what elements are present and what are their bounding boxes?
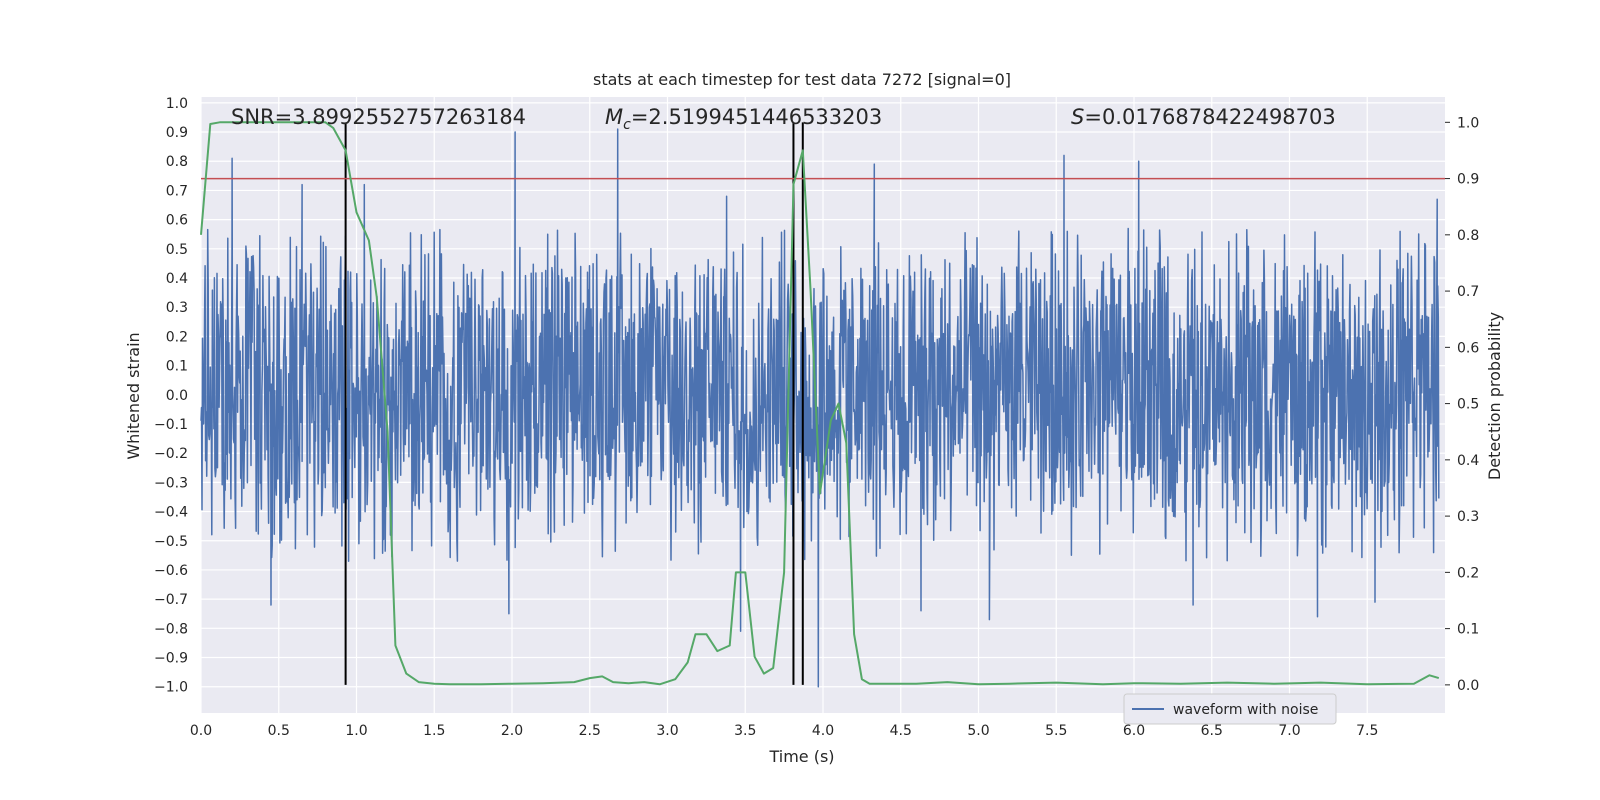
y-right-tick-label: 0.0 — [1457, 678, 1479, 694]
x-tick-label: 0.5 — [268, 723, 290, 739]
y-left-tick-label: −0.7 — [154, 592, 188, 608]
y-right-ticks: 1.0 0.9 0.8 0.7 0.6 0.5 0.4 0.3 0.2 0.1 0.0 — [1445, 115, 1479, 694]
probability-series — [200, 121, 1440, 686]
x-tick-label: 6.5 — [1201, 723, 1223, 739]
y-left-tick-label: 0.7 — [166, 183, 188, 199]
y-left-tick-label: −0.9 — [154, 651, 188, 667]
x-tick-label: 2.0 — [501, 723, 523, 739]
mc-symbol: M — [605, 105, 623, 129]
snr-annotation: SNR=3.8992552757263184 — [231, 105, 526, 129]
y-right-tick-label: 0.7 — [1457, 284, 1479, 300]
y-right-tick-label: 0.2 — [1457, 565, 1479, 581]
mc-annotation: Mc=2.5199451446533203 — [605, 105, 882, 133]
probability-line — [200, 121, 1440, 686]
y-right-tick-label: 0.9 — [1457, 172, 1479, 188]
x-tick-label: 1.0 — [345, 723, 367, 739]
x-tick-label: 7.0 — [1278, 723, 1300, 739]
mc-subscript: c — [623, 117, 631, 133]
y-left-tick-label: 0.0 — [166, 388, 188, 404]
waveform-series — [200, 128, 1440, 688]
y-left-tick-label: −0.8 — [154, 621, 188, 637]
y-left-tick-label: 0.5 — [166, 242, 188, 258]
s-symbol: S — [1071, 105, 1084, 129]
x-tick-label: 3.0 — [656, 723, 678, 739]
y-right-tick-label: 1.0 — [1457, 115, 1479, 131]
s-value: =0.0176878422498703 — [1084, 105, 1335, 129]
x-axis-label: Time (s) — [768, 747, 834, 766]
y-left-tick-label: 0.3 — [166, 300, 188, 316]
y-right-tick-label: 0.3 — [1457, 509, 1479, 525]
y-left-tick-label: 0.6 — [166, 213, 188, 229]
legend-box — [1123, 693, 1337, 725]
s-annotation: S=0.0176878422498703 — [1071, 105, 1336, 129]
x-tick-label: 3.5 — [734, 723, 756, 739]
x-tick-label: 4.0 — [812, 723, 834, 739]
x-ticks: 0.0 0.5 1.0 1.5 2.0 2.5 3.0 3.5 4.0 4.5 5.0 5.5 6.0 6… — [190, 723, 1379, 739]
y-right-tick-label: 0.8 — [1457, 228, 1479, 244]
y-left-tick-label: 0.4 — [166, 271, 188, 287]
y-left-tick-label: −0.4 — [154, 505, 188, 521]
chart-title: stats at each timestep for test data 727… — [593, 70, 1011, 89]
mc-value: =2.5199451446533203 — [631, 105, 882, 129]
x-tick-label: 1.5 — [423, 723, 445, 739]
waveform-line — [200, 128, 1440, 688]
y-left-tick-label: 1.0 — [166, 96, 188, 112]
x-tick-label: 4.5 — [890, 723, 912, 739]
y-left-tick-label: −0.6 — [154, 563, 188, 579]
y-right-tick-label: 0.4 — [1457, 453, 1479, 469]
y-left-tick-label: 0.8 — [166, 154, 188, 170]
x-tick-label: 0.0 — [190, 723, 212, 739]
y-left-tick-label: 0.9 — [166, 125, 188, 141]
x-tick-label: 5.5 — [1045, 723, 1067, 739]
x-tick-label: 6.0 — [1123, 723, 1145, 739]
y-left-tick-label: −1.0 — [154, 680, 188, 696]
y-left-tick-label: 0.2 — [166, 329, 188, 345]
x-tick-label: 7.5 — [1356, 723, 1378, 739]
legend: waveform with noise — [1123, 693, 1337, 725]
legend-label: waveform with noise — [1173, 702, 1318, 718]
y-left-axis-label: Whitened strain — [124, 332, 143, 459]
x-tick-label: 5.0 — [967, 723, 989, 739]
y-left-tick-label: −0.3 — [154, 475, 188, 491]
y-right-tick-label: 0.1 — [1457, 622, 1479, 638]
y-left-tick-label: −0.1 — [154, 417, 188, 433]
y-left-tick-label: −0.5 — [154, 534, 188, 550]
y-left-ticks: 1.0 0.9 0.8 0.7 0.6 0.5 0.4 0.3 0.2 0.1 0.0 −0.1 −0.… — [154, 96, 188, 696]
y-left-tick-label: −0.2 — [154, 446, 188, 462]
y-right-tick-label: 0.5 — [1457, 397, 1479, 413]
y-right-axis-label: Detection probability — [1485, 312, 1504, 480]
x-tick-label: 2.5 — [579, 723, 601, 739]
y-right-tick-label: 0.6 — [1457, 340, 1479, 356]
y-left-tick-label: 0.1 — [166, 359, 188, 375]
